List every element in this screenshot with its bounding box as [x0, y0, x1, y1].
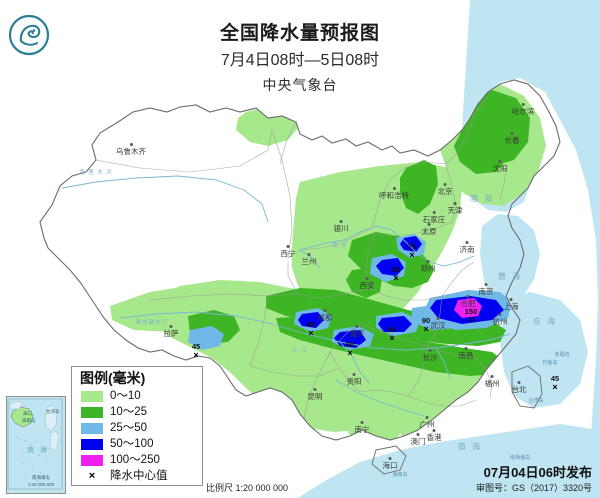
band-25-50-tibet [188, 326, 224, 350]
inset-label-hainan: 海南岛 [22, 418, 36, 423]
band-50-100-chengdu [298, 312, 324, 328]
ocean-east [462, 0, 600, 498]
legend-row-center-marker: × 降水中心值 [78, 469, 198, 484]
legend: 图例(毫米) 0～10 10～25 25～50 50～100 100～250 × 降水中… [71, 366, 203, 486]
precip-center-icon: × [88, 470, 96, 482]
legend-row-3: 50～100 [78, 437, 198, 452]
ocean-south-china-sea [298, 424, 600, 498]
legend-swatch-0 [81, 391, 103, 402]
legend-title: 图例(毫米) [80, 370, 146, 386]
map-approval-number: 审图号：GS（2017）3320号 [475, 483, 592, 493]
map-scale: 比例尺 1:20 000 000 [206, 483, 289, 493]
inset-label-scale: 1:40 000 000 [28, 482, 55, 487]
east-china-sea [500, 292, 588, 408]
band-50-100-henan [376, 258, 404, 276]
rivers [61, 175, 511, 417]
province-boundaries [95, 95, 507, 419]
band-50-100-sichuan [334, 330, 366, 348]
south-china-sea-inset: 海口 海南岛 台湾岛 南 海 南海诸岛 1:40 000 000 [6, 396, 66, 494]
legend-label-2: 25～50 [110, 422, 148, 434]
band-10-25-hebei-north [400, 160, 438, 214]
legend-row-1: 10～25 [78, 405, 198, 420]
legend-swatch-2 [81, 423, 103, 434]
legend-swatch-1 [81, 407, 103, 418]
legend-label-3: 50～100 [110, 438, 154, 450]
band-100-250-anhui [454, 298, 482, 318]
inset-label-haikou: 海口 [23, 411, 32, 416]
precipitation-bands [110, 82, 560, 440]
legend-label-center-marker: 降水中心值 [110, 470, 168, 482]
legend-label-1: 10～25 [110, 406, 148, 418]
legend-row-0: 0～10 [78, 389, 198, 404]
band-10-25-jilin [454, 126, 508, 174]
cma-dragon-logo [8, 14, 50, 56]
issue-time: 07月04日06时发布 [483, 465, 592, 480]
yellow-sea [480, 214, 540, 310]
legend-row-4: 100～250 [78, 453, 198, 468]
legend-items: 0～10 10～25 25～50 50～100 100～250 [78, 389, 198, 468]
hainan-outline [371, 445, 407, 475]
taiwan-outline [511, 365, 543, 409]
china-border [39, 79, 561, 441]
inset-label-nanhai-islands: 南海诸岛 [32, 475, 50, 480]
inset-label-taiwan: 台湾岛 [46, 409, 60, 414]
legend-swatch-4 [81, 455, 103, 466]
legend-label-4: 100～250 [110, 454, 160, 466]
legend-row-2: 25～50 [78, 421, 198, 436]
band-50-100-chongqing [378, 316, 412, 332]
band-50-100-shandong [400, 236, 422, 252]
inset-label-south-sea: 南 海 [27, 447, 49, 454]
band-10-25-yangtze-south [276, 316, 506, 376]
legend-swatch-3 [81, 439, 103, 450]
legend-label-0: 0～10 [110, 390, 141, 402]
